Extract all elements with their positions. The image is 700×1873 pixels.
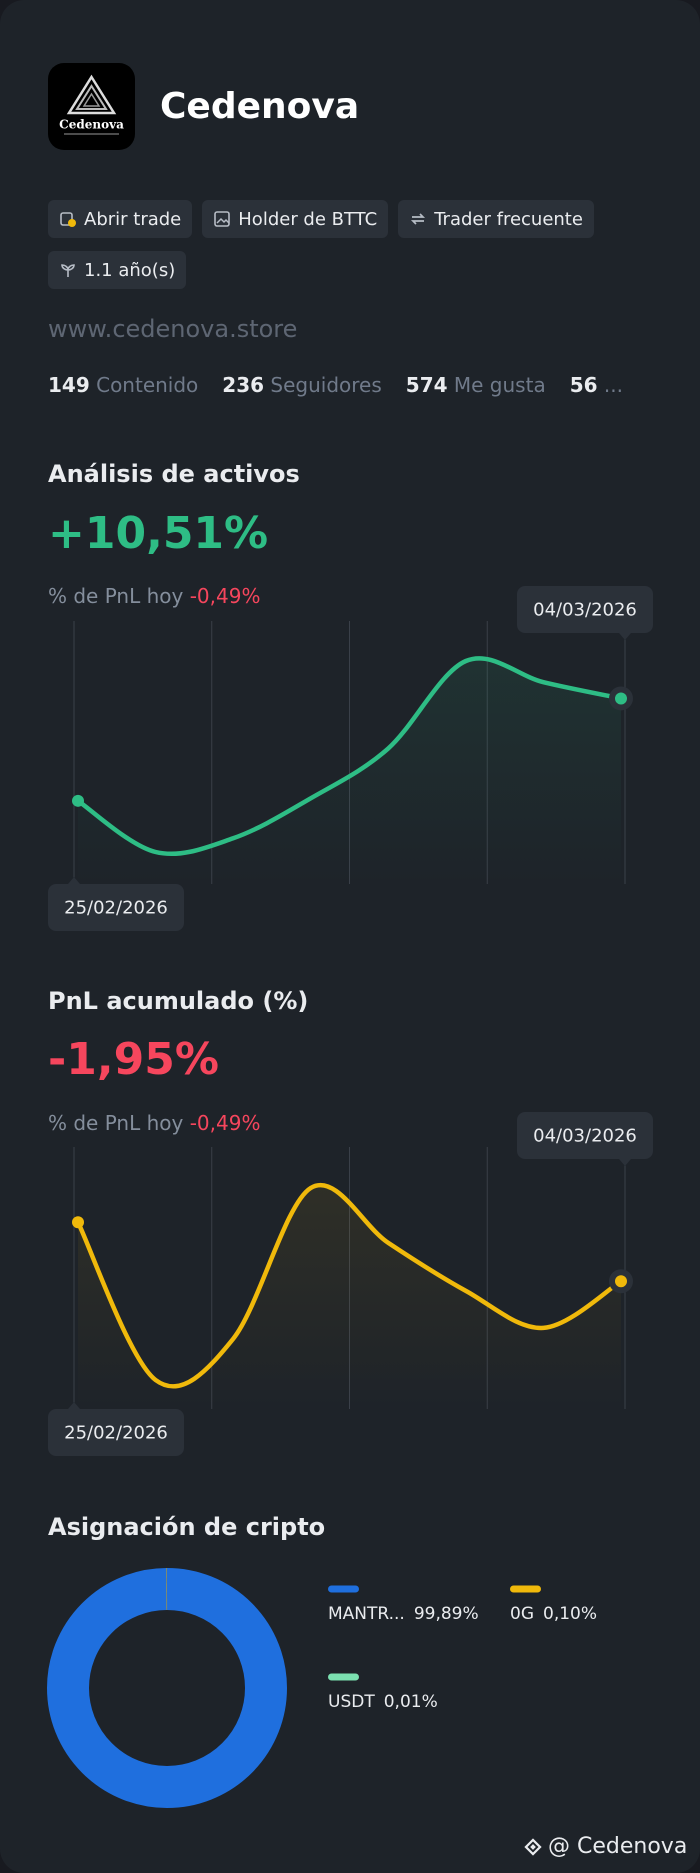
tooltip-box <box>48 1409 184 1456</box>
stat-value: 236 <box>222 373 265 397</box>
tag: 1.1 año(s) <box>48 251 187 289</box>
headline: +10,51% <box>48 508 269 559</box>
watermark-icon <box>524 1838 542 1856</box>
legend-value: 0,10% <box>543 1604 597 1624</box>
stat-value: 149 <box>48 373 90 397</box>
legend-swatch <box>510 1585 541 1593</box>
tooltip-pointer <box>68 877 80 884</box>
legend-swatch <box>328 1585 359 1593</box>
headline: -1,95% <box>48 1034 219 1085</box>
sub-value: -0,49% <box>189 584 261 608</box>
legend-name: 0G <box>510 1604 534 1624</box>
tooltip-box <box>517 1112 653 1159</box>
line <box>75 656 624 857</box>
stat[interactable]: 574 Me gusta <box>406 373 546 397</box>
tag: Holder de BTTC <box>202 200 389 238</box>
stat-label: ... <box>603 373 623 397</box>
watermark: @ Cedenova <box>548 1834 687 1859</box>
tooltip-box <box>48 884 184 931</box>
stat[interactable]: 236 Seguidores <box>222 373 381 397</box>
sub-label: % de PnL hoy <box>48 584 184 608</box>
tag-icon <box>411 213 426 225</box>
stats: 149 Contenido 236 Seguidores 574 Me gusta 5… <box>48 373 652 397</box>
sub-line: % de PnL hoy -0,49% <box>48 1111 260 1135</box>
stat[interactable]: 56 ... <box>570 373 623 397</box>
section-title: PnL acumulado (%) <box>48 987 309 1015</box>
stat-label: Contenido <box>96 373 199 397</box>
tooltip-date: 25/02/2026 <box>64 898 168 919</box>
stat-label: Me gusta <box>453 373 546 397</box>
tag-label: Trader frecuente <box>434 208 583 230</box>
section-title: Análisis de activos <box>48 460 300 488</box>
legend-name: MANTR... <box>328 1604 405 1624</box>
avatar: Cedenova <box>48 63 135 150</box>
stat[interactable]: 149 Contenido <box>48 373 198 397</box>
tag: Abrir trade <box>48 200 193 238</box>
tooltip-date: 04/03/2026 <box>533 600 637 621</box>
tooltip-date: 04/03/2026 <box>533 1126 637 1147</box>
tooltip-box <box>517 586 653 633</box>
legend-swatch <box>328 1673 359 1681</box>
stat-value: 574 <box>405 373 448 397</box>
line <box>75 1183 624 1389</box>
stat-label: Seguidores <box>270 373 382 397</box>
sub-line: % de PnL hoy -0,49% <box>48 584 260 608</box>
tag-label: Abrir trade <box>84 208 182 230</box>
sub-value: -0,49% <box>189 1111 261 1135</box>
tag-list: Abrir trade Holder de BTTC Trader frecuent… <box>48 200 652 289</box>
tag: Trader frecuente <box>398 200 594 238</box>
tag-icon <box>60 212 76 227</box>
point <box>615 1275 627 1288</box>
legend-name: USDT <box>328 1692 375 1712</box>
tag-icon <box>61 264 75 277</box>
tag-label: 1.1 año(s) <box>84 259 176 281</box>
point <box>72 794 84 807</box>
legend-value: 0,01% <box>384 1692 438 1712</box>
logo-text: Cedenova <box>59 118 124 132</box>
tooltip-pointer <box>68 1402 80 1409</box>
tooltip-pointer <box>619 633 631 640</box>
tag-label: Holder de BTTC <box>238 208 378 230</box>
sub-label: % de PnL hoy <box>48 1111 184 1135</box>
donut-segment <box>47 1568 287 1808</box>
profile-name: Cedenova <box>160 86 360 127</box>
stat-value: 56 <box>569 373 598 397</box>
tooltip-pointer <box>619 1159 631 1166</box>
section-title: Asignación de cripto <box>48 1513 326 1541</box>
point <box>615 692 627 705</box>
legend-value: 99,89% <box>414 1604 479 1624</box>
tag-icon <box>214 211 231 227</box>
point <box>72 1216 84 1229</box>
website[interactable]: www.cedenova.store <box>48 315 298 343</box>
tooltip-date: 25/02/2026 <box>64 1423 168 1444</box>
line-area <box>78 1185 621 1409</box>
line-area <box>78 658 621 884</box>
